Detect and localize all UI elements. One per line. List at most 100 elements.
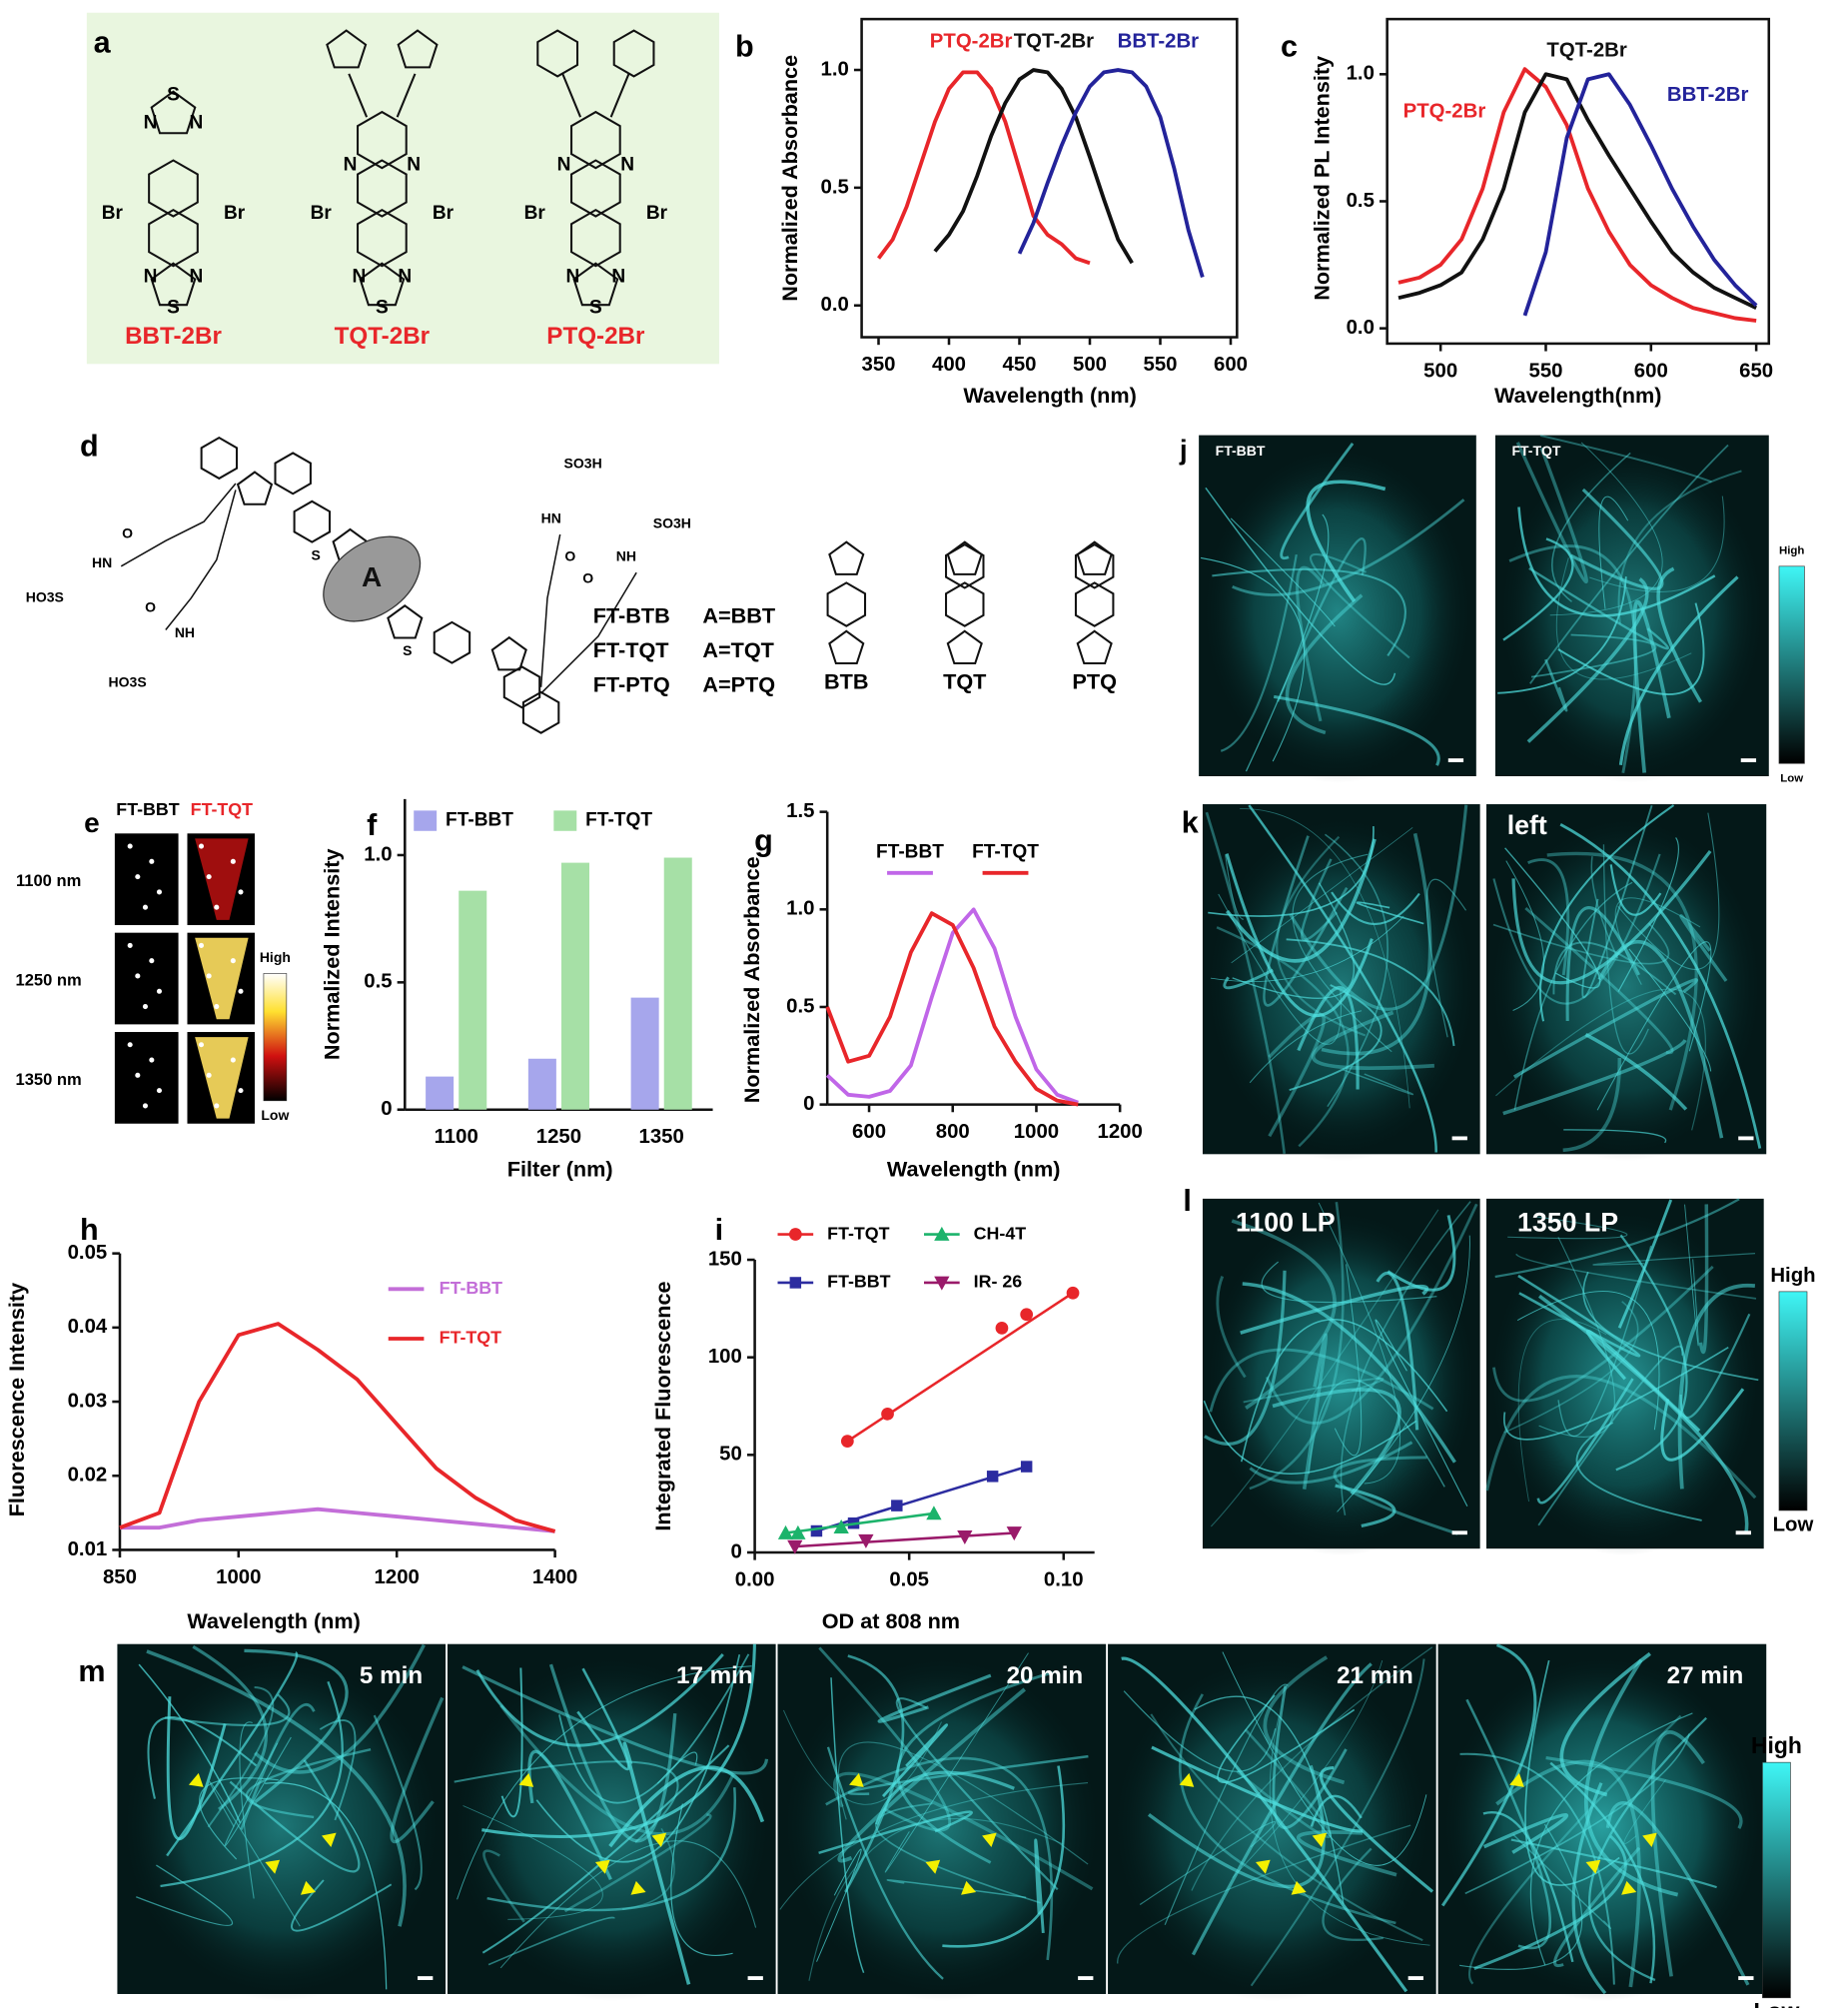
unit-name: PTQ: [1072, 669, 1117, 694]
vessel: [1524, 1659, 1620, 1886]
vessel: [1465, 1698, 1552, 1950]
legend-label: FT-TQT: [972, 841, 1039, 862]
ring: [150, 90, 197, 135]
vessel: [1356, 901, 1424, 925]
vessel: [837, 1687, 1026, 1863]
vessel: [1117, 1824, 1411, 1964]
legend-label: TQT-2Br: [1546, 39, 1626, 61]
polymer-name: FT-TQT: [593, 637, 669, 662]
vessel: [1280, 442, 1355, 560]
marker-dot: [156, 889, 163, 895]
vessel: [1212, 567, 1406, 657]
vessel: [1512, 978, 1699, 1079]
marker-dot: [149, 1057, 155, 1063]
vessel: [199, 1777, 279, 1860]
atom-label: S: [376, 297, 389, 318]
column-label: FT-TQT: [191, 799, 253, 819]
vessel: [576, 1667, 630, 1771]
vessel: [1331, 891, 1420, 926]
vessel: [1628, 948, 1712, 1072]
y-tick-label: 0: [731, 1540, 742, 1562]
atom-label: N: [353, 267, 367, 288]
ring: [148, 159, 199, 218]
panel-letter: f: [367, 808, 378, 842]
y-tick-label: 150: [708, 1248, 742, 1270]
vessel: [1551, 452, 1631, 602]
vessel: [1557, 1245, 1652, 1438]
vessel: [608, 1765, 765, 1848]
image-label: 1350 LP: [1517, 1207, 1618, 1237]
polymer-name: FT-BTB: [593, 602, 670, 627]
vessel: [1582, 1271, 1759, 1382]
marker-dot: [238, 988, 244, 994]
vessel: [1517, 1319, 1607, 1503]
vessel: [1515, 1253, 1757, 1300]
vessel: [1555, 557, 1692, 680]
vessel: [830, 1677, 865, 1974]
image-label: left: [1507, 810, 1547, 840]
colorbar-low: Low: [1773, 1514, 1814, 1536]
vessel: [1240, 1319, 1448, 1463]
polymer-name: FT-PTQ: [593, 671, 670, 696]
marker-dot: [238, 889, 244, 895]
colorbar-low: Low: [1754, 1998, 1800, 2008]
vessel: [500, 1667, 523, 1818]
y-tick-label: 0.03: [68, 1390, 108, 1412]
vessel: [1529, 1712, 1693, 1966]
vessel: [1164, 1683, 1289, 1925]
y-axis-title: Normalized Absorbance: [777, 55, 802, 302]
arrowhead: [1642, 1832, 1657, 1848]
vessel: [1250, 1658, 1425, 1987]
image-glow: [1437, 1650, 1767, 2001]
vessel: [1615, 1234, 1688, 1472]
vessel: [1650, 1730, 1705, 1977]
y-tick-label: 0.5: [364, 971, 392, 993]
vessel: [462, 1805, 603, 1920]
vessel: [481, 1643, 756, 1838]
marker-dot: [156, 1088, 163, 1094]
vessel: [1495, 1759, 1641, 1988]
bar: [663, 857, 692, 1110]
vessel: [1617, 470, 1742, 624]
vessel: [1225, 838, 1377, 963]
atom-label: S: [167, 85, 180, 106]
vessel: [1249, 1010, 1363, 1084]
legend-label: PTQ-2Br: [1403, 100, 1486, 122]
vessel: [1243, 1377, 1385, 1404]
scale-bar: [747, 1976, 763, 1980]
vessel: [1216, 1276, 1247, 1379]
vessel: [1538, 1294, 1749, 1534]
vessel: [239, 1721, 255, 1899]
vessel: [1484, 1375, 1757, 1500]
point: [858, 1533, 874, 1548]
ring: [1074, 542, 1115, 589]
vessel: [1147, 1764, 1326, 1889]
vessel: [1236, 1728, 1332, 1838]
arrowhead: [322, 1832, 337, 1848]
vessel: [1497, 576, 1627, 694]
vessel: [1590, 856, 1619, 959]
ring: [502, 665, 541, 709]
vessel: [1311, 1010, 1435, 1071]
image: [114, 1032, 179, 1124]
ring: [828, 629, 865, 665]
time-label: 17 min: [676, 1662, 753, 1689]
legend-label: FT-BBT: [440, 1278, 502, 1298]
vessel: [1231, 827, 1413, 964]
vessel: [832, 1771, 1094, 1891]
bond: [609, 73, 630, 118]
vessel: [1232, 499, 1465, 596]
vessel: [254, 1643, 426, 1774]
y-tick-label: 0.04: [68, 1316, 108, 1338]
legend-label: FT-BBT: [827, 1272, 890, 1292]
ring: [274, 452, 312, 496]
atom-label: Br: [102, 203, 124, 224]
vessel: [1559, 823, 1762, 1149]
vessel: [1265, 1203, 1478, 1425]
ring: [946, 540, 983, 575]
vessel: [1511, 850, 1712, 985]
x-tick-label: 600: [1214, 354, 1248, 376]
vessel: [265, 1782, 388, 1990]
marker-dot: [135, 1072, 141, 1078]
